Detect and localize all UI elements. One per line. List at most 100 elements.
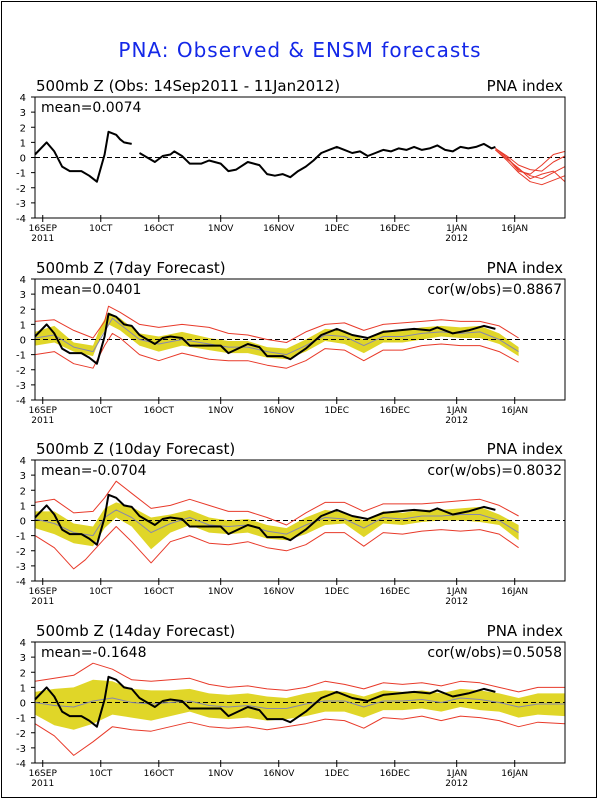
panel-1-member-line-5 [495,147,566,172]
figure-title: PNA: Observed & ENSM forecasts [118,38,482,62]
panel-1-right-title: PNA index [487,77,563,95]
panel-2-member-line-2 [34,332,519,369]
panel-4-x-tick-year: 2011 [31,779,54,789]
panel-4-y-tick-label: -4 [16,759,26,770]
panel-2-y-tick-label: 2 [20,305,26,316]
panel-3-x-tick-label: 16OCT [144,587,175,597]
panel-1-member-line-6 [495,149,566,183]
panel-4-stat-correlation: cor(w/obs)=0.5058 [427,645,562,661]
panel-4-y-tick-label: -1 [16,714,26,725]
panel-1-x-tick-label: 16JAN [501,224,528,234]
panel-4-y-tick-label: 0 [20,699,26,710]
panel-1-x-tick-label: 1NOV [208,224,234,234]
panel-4-y-tick-label: -2 [16,729,26,740]
panel-4-x-tick-label: 16JAN [501,769,528,779]
panel-3-title: 500mb Z (10day Forecast) [36,440,235,458]
panel-4-y-tick-label: 4 [20,638,26,649]
panel-4-y-tick-label: 2 [20,668,26,679]
panel-2-stat-mean: mean=0.0401 [41,282,141,298]
panel-1-y-tick-label: -4 [16,214,26,225]
panel-3-x-tick-year: 2012 [445,597,468,607]
panel-4-x-tick-label: 16OCT [144,769,175,779]
panel-3-x-tick-label: 16SEP [29,587,58,597]
panel-1-y-tick-label: -3 [16,199,26,210]
panel-3-spread-band [35,502,519,550]
panel-3-x-tick-label: 1JAN [446,587,467,597]
panel-4-y-tick-label: 1 [20,683,26,694]
panel-1-stat-mean: mean=0.0074 [41,100,142,116]
panel-1-x-tick-label: 1DEC [324,224,349,234]
panel-3-x-tick-label: 16NOV [263,587,295,597]
panel-3-ensmean-line-3 [34,509,519,537]
panel-2-ensmean-line-3 [34,317,519,356]
panel-2-y-tick-label: -2 [16,366,26,377]
panel-2-x-tick-year: 2012 [445,416,468,426]
panel-4-spread-band [35,679,565,730]
panel-3-stat-correlation: cor(w/obs)=0.8032 [427,463,562,479]
panel-2-x-tick-label: 16NOV [263,406,295,416]
panel-1-title: 500mb Z (Obs: 14Sep2011 - 11Jan2012) [36,77,340,95]
panel-3-x-tick-year: 2011 [31,597,54,607]
panel-2-observed-line-4 [34,312,496,365]
panel-2-title: 500mb Z (7day Forecast) [36,259,226,277]
panel-1-x-tick-label: 16DEC [380,224,410,234]
panel-4-y-tick-label: -3 [16,744,26,755]
panel-1-x-tick-label: 1JAN [446,224,467,234]
panel-2-y-tick-label: 0 [20,336,26,347]
panel-2-x-tick-label: 1NOV [208,406,234,416]
panel-3-y-tick-label: 1 [20,501,26,512]
panel-1-y-tick-label: 4 [20,93,26,104]
panel-4-x-tick-label: 16DEC [380,769,410,779]
panel-2-y-tick-label: 4 [20,275,26,286]
panel-1-x-tick-year: 2011 [31,234,54,244]
panel-2-x-tick-label: 16DEC [380,406,410,416]
panel-2-y-tick-label: 3 [20,290,26,301]
panel-4-y-tick-label: 3 [20,653,26,664]
panel-2-x-tick-label: 1JAN [446,406,467,416]
panel-1-x-tick-label: 10CT [89,224,113,234]
panel-3-y-tick-label: 4 [20,456,26,467]
panel-2-x-tick-year: 2011 [31,416,54,426]
panel-4-member-line-2 [34,715,566,756]
panel-3-y-tick-label: -1 [16,532,26,543]
panel-2-y-tick-label: -3 [16,381,26,392]
panel-1-y-tick-label: 3 [20,108,26,119]
panel-3-x-tick-label: 1DEC [324,587,349,597]
panel-2-x-tick-label: 16JAN [501,406,528,416]
panel-1-x-tick-label: 16NOV [263,224,295,234]
panel-3-x-tick-label: 16JAN [501,587,528,597]
panel-1-y-tick-label: 0 [20,154,26,165]
panel-4-x-tick-label: 1DEC [324,769,349,779]
panel-3-stat-mean: mean=-0.0704 [41,463,147,479]
panel-4-right-title: PNA index [487,622,563,640]
panel-3-y-tick-label: 2 [20,486,26,497]
panel-1-observed-line-2 [138,142,496,179]
panel-3-y-tick-label: 3 [20,471,26,482]
panel-4-x-tick-label: 16SEP [29,769,58,779]
panel-1-member-line-7 [495,148,566,175]
panel-2-x-tick-label: 10CT [89,406,113,416]
panel-1-y-tick-label: 2 [20,123,26,134]
panel-4-x-tick-label: 16NOV [263,769,295,779]
panel-3-y-tick-label: -2 [16,547,26,558]
panel-2-x-tick-label: 16OCT [144,406,175,416]
panel-2-y-tick-label: -1 [16,351,26,362]
panel-4-x-tick-label: 1NOV [208,769,234,779]
panel-3-x-tick-label: 1NOV [208,587,234,597]
panel-2-y-tick-label: 1 [20,320,26,331]
panel-3-x-tick-label: 16DEC [380,587,410,597]
panel-3-observed-line-4 [34,493,496,546]
panel-4-title: 500mb Z (14day Forecast) [36,622,235,640]
panel-4-stat-mean: mean=-0.1648 [41,645,146,661]
panel-4-x-tick-label: 1JAN [446,769,467,779]
panel-1-x-tick-year: 2012 [445,234,468,244]
panel-1-observed-line-1 [34,130,132,183]
panel-2-spread-band [35,312,519,360]
panel-2-x-tick-label: 16SEP [29,406,58,416]
panel-3-member-line-2 [34,526,519,570]
panel-1-member-line-4 [495,149,566,186]
panel-4-x-tick-year: 2012 [445,779,468,789]
panel-2-right-title: PNA index [487,259,563,277]
